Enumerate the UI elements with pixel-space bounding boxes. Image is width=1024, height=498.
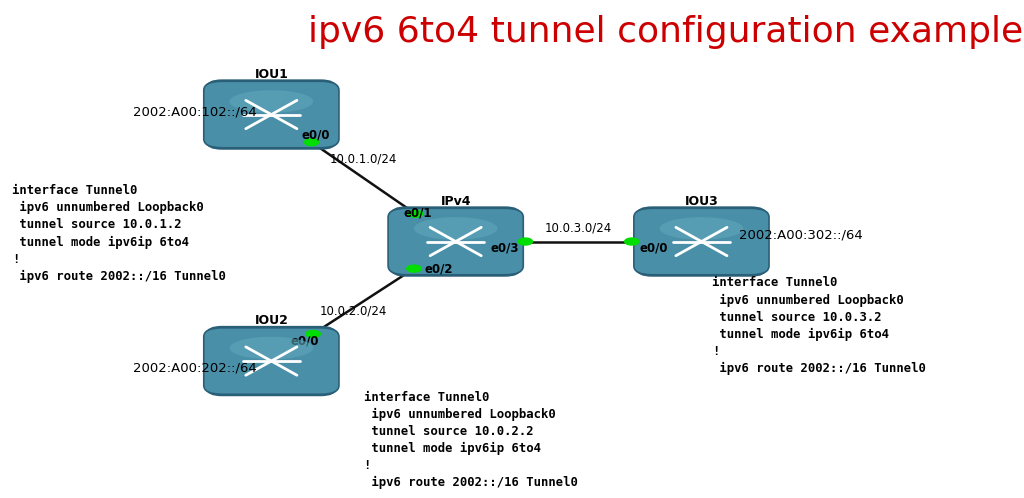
FancyBboxPatch shape (637, 207, 766, 276)
Text: 2002:A00:202::/64: 2002:A00:202::/64 (133, 361, 257, 374)
Circle shape (409, 210, 423, 217)
Ellipse shape (229, 90, 313, 113)
FancyBboxPatch shape (634, 208, 769, 275)
Text: e0/3: e0/3 (490, 242, 519, 254)
FancyBboxPatch shape (388, 208, 523, 275)
Ellipse shape (229, 337, 313, 359)
Text: 10.0.3.0/24: 10.0.3.0/24 (545, 222, 612, 235)
Text: e0/0: e0/0 (639, 242, 668, 254)
Text: e0/0: e0/0 (291, 335, 319, 348)
Circle shape (304, 139, 318, 146)
FancyBboxPatch shape (204, 81, 339, 148)
Text: IPv4: IPv4 (440, 195, 471, 208)
Text: e0/1: e0/1 (403, 206, 432, 219)
Circle shape (518, 238, 532, 245)
Text: e0/2: e0/2 (424, 262, 453, 275)
Text: interface Tunnel0
 ipv6 unnumbered Loopback0
 tunnel source 10.0.1.2
 tunnel mod: interface Tunnel0 ipv6 unnumbered Loopba… (12, 184, 226, 283)
Text: ipv6 6to4 tunnel configuration example: ipv6 6to4 tunnel configuration example (308, 15, 1023, 49)
Text: 10.0.2.0/24: 10.0.2.0/24 (319, 305, 387, 318)
Text: interface Tunnel0
 ipv6 unnumbered Loopback0
 tunnel source 10.0.2.2
 tunnel mod: interface Tunnel0 ipv6 unnumbered Loopba… (364, 391, 578, 490)
FancyBboxPatch shape (391, 207, 520, 276)
Ellipse shape (659, 217, 743, 240)
Circle shape (407, 265, 421, 272)
Text: IOU1: IOU1 (254, 68, 289, 81)
FancyBboxPatch shape (207, 80, 336, 149)
Text: 10.0.1.0/24: 10.0.1.0/24 (330, 153, 397, 166)
Text: 2002:A00:302::/64: 2002:A00:302::/64 (739, 229, 863, 242)
Ellipse shape (414, 217, 498, 240)
Text: IOU2: IOU2 (254, 314, 289, 328)
Text: IOU3: IOU3 (685, 195, 718, 208)
Text: interface Tunnel0
 ipv6 unnumbered Loopback0
 tunnel source 10.0.3.2
 tunnel mod: interface Tunnel0 ipv6 unnumbered Loopba… (712, 276, 926, 375)
FancyBboxPatch shape (204, 328, 339, 394)
FancyBboxPatch shape (207, 327, 336, 395)
Text: e0/0: e0/0 (301, 129, 330, 142)
Circle shape (306, 331, 321, 338)
Text: 2002:A00:102::/64: 2002:A00:102::/64 (133, 106, 257, 119)
Circle shape (625, 238, 639, 245)
